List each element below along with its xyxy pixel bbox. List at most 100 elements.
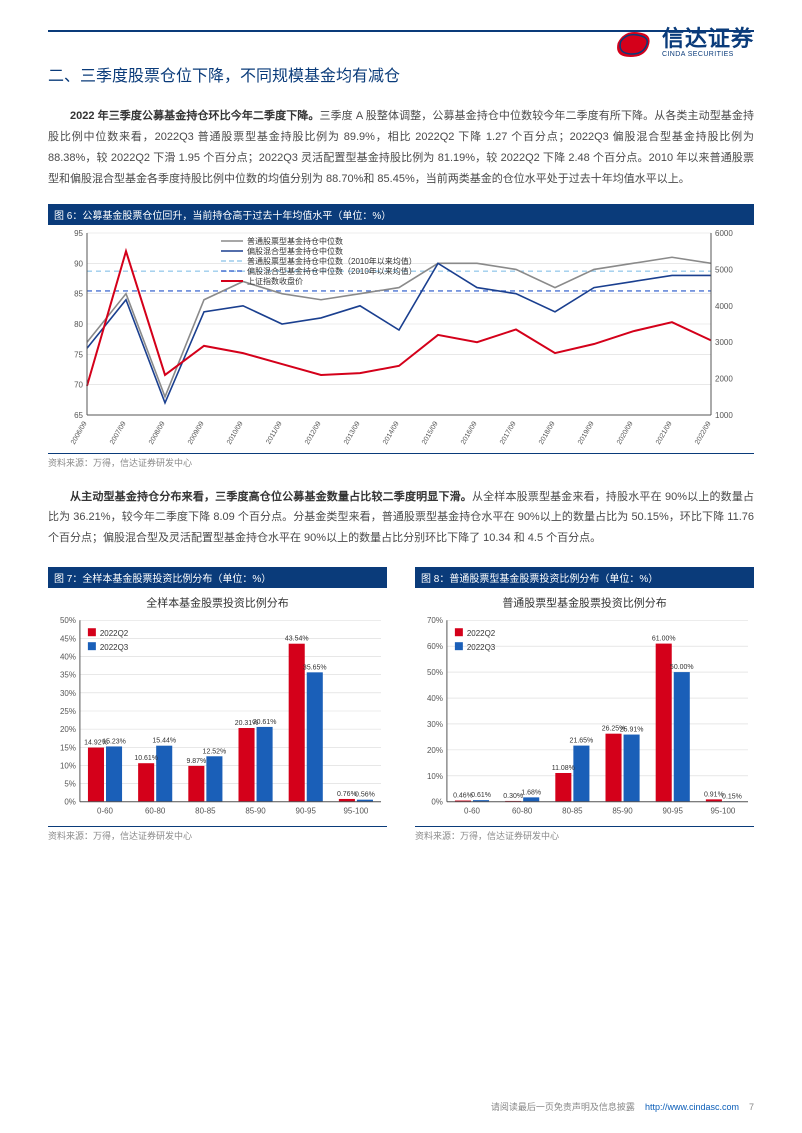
svg-text:0-60: 0-60 bbox=[464, 807, 481, 816]
svg-text:90: 90 bbox=[74, 259, 83, 268]
svg-text:普通股票型基金持仓中位数（2010年以来均值）: 普通股票型基金持仓中位数（2010年以来均值） bbox=[247, 256, 417, 266]
footer: 请阅读最后一页免责声明及信息披露 http://www.cindasc.com … bbox=[48, 1100, 754, 1113]
svg-text:90-95: 90-95 bbox=[663, 807, 684, 816]
svg-text:60%: 60% bbox=[427, 642, 443, 651]
fig6-chart: 6570758085909510002000300040005000600020… bbox=[48, 225, 754, 451]
svg-text:2018/09: 2018/09 bbox=[538, 420, 557, 446]
logo-icon bbox=[610, 20, 656, 66]
svg-text:2012/09: 2012/09 bbox=[304, 420, 323, 446]
svg-text:2022/09: 2022/09 bbox=[694, 420, 713, 446]
svg-text:50%: 50% bbox=[427, 668, 443, 677]
svg-text:偏股混合型基金持仓中位数（2010年以来均值）: 偏股混合型基金持仓中位数（2010年以来均值） bbox=[247, 266, 417, 276]
svg-text:0.76%: 0.76% bbox=[337, 791, 357, 798]
svg-text:2008/09: 2008/09 bbox=[148, 420, 167, 446]
svg-text:4000: 4000 bbox=[715, 301, 733, 310]
svg-text:2022Q3: 2022Q3 bbox=[100, 643, 129, 652]
svg-text:95-100: 95-100 bbox=[711, 807, 736, 816]
svg-text:35.65%: 35.65% bbox=[303, 665, 327, 672]
svg-text:2016/09: 2016/09 bbox=[460, 420, 479, 446]
svg-text:2006/09: 2006/09 bbox=[70, 420, 89, 446]
fig8-chart: 普通股票型基金股票投资比例分布0%10%20%30%40%50%60%70%0.… bbox=[415, 588, 754, 824]
svg-text:70: 70 bbox=[74, 380, 83, 389]
svg-text:43.54%: 43.54% bbox=[285, 636, 309, 643]
brand-logo: 信达证券 CINDA SECURITIES bbox=[610, 20, 754, 66]
svg-text:2021/09: 2021/09 bbox=[655, 420, 674, 446]
svg-text:61.00%: 61.00% bbox=[652, 636, 676, 643]
svg-text:25%: 25% bbox=[60, 707, 76, 716]
svg-text:80-85: 80-85 bbox=[195, 807, 216, 816]
fig7-title: 图 7：全样本基金股票投资比例分布（单位：%） bbox=[48, 567, 387, 588]
svg-text:0-60: 0-60 bbox=[97, 807, 114, 816]
svg-text:普通股票型基金持仓中位数: 普通股票型基金持仓中位数 bbox=[247, 236, 343, 246]
svg-text:1.68%: 1.68% bbox=[521, 790, 541, 797]
svg-text:2022Q3: 2022Q3 bbox=[467, 643, 496, 652]
fig6-source: 资料来源：万得，信达证券研发中心 bbox=[48, 453, 754, 469]
svg-text:80-85: 80-85 bbox=[562, 807, 583, 816]
svg-text:0.30%: 0.30% bbox=[503, 793, 523, 800]
svg-text:0%: 0% bbox=[431, 798, 443, 807]
svg-text:2013/09: 2013/09 bbox=[343, 420, 362, 446]
page-number: 7 bbox=[749, 1102, 754, 1112]
svg-text:5%: 5% bbox=[64, 780, 76, 789]
svg-text:0.15%: 0.15% bbox=[722, 794, 742, 801]
svg-text:15%: 15% bbox=[60, 744, 76, 753]
svg-text:11.08%: 11.08% bbox=[552, 765, 575, 772]
svg-text:40%: 40% bbox=[427, 694, 443, 703]
footer-link[interactable]: http://www.cindasc.com bbox=[645, 1102, 739, 1112]
svg-text:9.87%: 9.87% bbox=[186, 758, 206, 765]
svg-text:普通股票型基金股票投资比例分布: 普通股票型基金股票投资比例分布 bbox=[502, 596, 666, 610]
svg-text:2007/09: 2007/09 bbox=[109, 420, 128, 446]
svg-text:35%: 35% bbox=[60, 671, 76, 680]
fig7-source: 资料来源：万得，信达证券研发中心 bbox=[48, 826, 387, 842]
svg-text:95: 95 bbox=[74, 229, 83, 238]
svg-text:30%: 30% bbox=[427, 720, 443, 729]
brand-cn: 信达证券 bbox=[662, 27, 754, 51]
svg-text:25.91%: 25.91% bbox=[620, 727, 644, 734]
svg-text:0%: 0% bbox=[64, 798, 76, 807]
svg-text:15.44%: 15.44% bbox=[152, 738, 176, 745]
svg-text:10.61%: 10.61% bbox=[134, 755, 158, 762]
svg-text:70%: 70% bbox=[427, 616, 443, 625]
svg-text:15.23%: 15.23% bbox=[102, 739, 126, 746]
svg-text:2009/09: 2009/09 bbox=[187, 420, 206, 446]
svg-text:3000: 3000 bbox=[715, 338, 733, 347]
svg-text:2011/09: 2011/09 bbox=[265, 420, 284, 445]
fig7-chart: 全样本基金股票投资比例分布 0% 5% 10% 15% 20% 25% 30% 35% 40% 45… bbox=[48, 588, 387, 824]
svg-text:60-80: 60-80 bbox=[512, 807, 533, 816]
footer-text: 请阅读最后一页免责声明及信息披露 bbox=[491, 1100, 635, 1113]
svg-text:1000: 1000 bbox=[715, 411, 733, 420]
fig8-title: 图 8：普通股票型基金股票投资比例分布（单位：%） bbox=[415, 567, 754, 588]
svg-text:2010/09: 2010/09 bbox=[226, 420, 245, 446]
svg-text:10%: 10% bbox=[60, 762, 76, 771]
svg-text:50%: 50% bbox=[60, 616, 76, 625]
fig6-title: 图 6：公募基金股票仓位回升，当前持仓高于过去十年均值水平（单位：%） bbox=[48, 204, 754, 225]
svg-text:65: 65 bbox=[74, 411, 83, 420]
svg-text:12.52%: 12.52% bbox=[203, 749, 227, 756]
svg-text:偏股混合型基金持仓中位数: 偏股混合型基金持仓中位数 bbox=[247, 246, 343, 256]
svg-text:20%: 20% bbox=[427, 746, 443, 755]
svg-text:2000: 2000 bbox=[715, 374, 733, 383]
svg-text:40%: 40% bbox=[60, 653, 76, 662]
svg-text:全样本基金股票投资比例分布: 全样本基金股票投资比例分布 bbox=[146, 596, 288, 610]
svg-text:85: 85 bbox=[74, 289, 83, 298]
svg-text:20.61%: 20.61% bbox=[253, 719, 277, 726]
svg-text:21.65%: 21.65% bbox=[570, 738, 594, 745]
svg-text:50.00%: 50.00% bbox=[670, 664, 694, 671]
brand-en: CINDA SECURITIES bbox=[662, 51, 754, 59]
svg-text:0.46%: 0.46% bbox=[453, 793, 473, 800]
svg-text:60-80: 60-80 bbox=[145, 807, 166, 816]
svg-text:45%: 45% bbox=[60, 635, 76, 644]
svg-text:0.56%: 0.56% bbox=[355, 792, 375, 799]
svg-text:30%: 30% bbox=[60, 689, 76, 698]
fig8-source: 资料来源：万得，信达证券研发中心 bbox=[415, 826, 754, 842]
svg-text:上证指数收盘价: 上证指数收盘价 bbox=[247, 276, 303, 286]
svg-text:6000: 6000 bbox=[715, 229, 733, 238]
svg-text:0.61%: 0.61% bbox=[471, 792, 491, 799]
svg-text:2017/09: 2017/09 bbox=[499, 420, 518, 446]
svg-text:80: 80 bbox=[74, 320, 83, 329]
svg-text:0.91%: 0.91% bbox=[704, 792, 724, 799]
svg-text:20%: 20% bbox=[60, 725, 76, 734]
svg-text:2020/09: 2020/09 bbox=[616, 420, 635, 446]
para-2: 从主动型基金持仓分布来看，三季度高仓位公募基金数量占比较二季度明显下滑。从全样本… bbox=[48, 487, 754, 550]
svg-text:5000: 5000 bbox=[715, 265, 733, 274]
